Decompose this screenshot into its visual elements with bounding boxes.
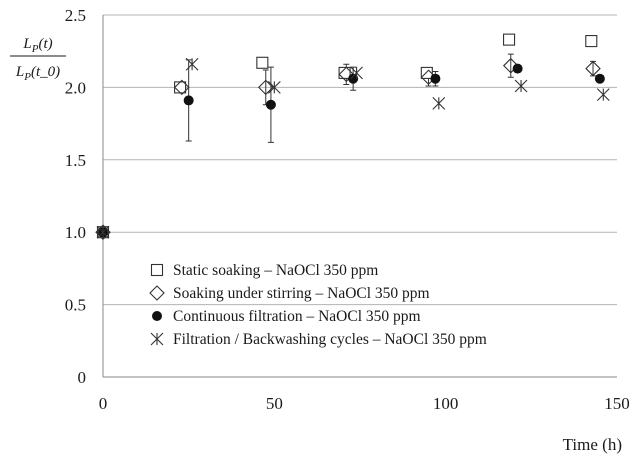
legend-marker xyxy=(152,265,163,276)
data-point xyxy=(175,82,186,93)
y-tick-label: 2.0 xyxy=(65,78,86,97)
data-point xyxy=(504,34,515,45)
data-point xyxy=(597,89,609,101)
series-open-diamond xyxy=(96,59,600,240)
data-point xyxy=(186,58,198,70)
data-point xyxy=(433,97,445,109)
x-tick-label: 0 xyxy=(99,394,108,413)
y-tick-label: 1.5 xyxy=(65,151,86,170)
legend-marker xyxy=(151,333,163,345)
legend-label: Soaking under stirring – NaOCl 350 ppm xyxy=(173,285,430,302)
data-point xyxy=(266,100,276,110)
legend-label: Filtration / Backwashing cycles – NaOCl … xyxy=(173,331,487,348)
data-point xyxy=(257,57,268,68)
legend-label: Continuous filtration – NaOCl 350 ppm xyxy=(173,308,421,325)
x-tick-label: 150 xyxy=(604,394,630,413)
series-filled-circle xyxy=(98,64,605,238)
legend-label: Static soaking – NaOCl 350 ppm xyxy=(173,262,378,279)
data-point xyxy=(184,95,194,105)
error-bars xyxy=(186,54,596,142)
y-tick-label: 0.5 xyxy=(65,296,86,315)
y-tick-label: 1.0 xyxy=(65,223,86,242)
x-axis-title: Time (h) xyxy=(563,435,622,454)
y-axis-title: LP(t) LP(t_0) xyxy=(10,36,66,83)
legend-marker xyxy=(152,311,162,321)
data-point xyxy=(515,80,527,92)
legend-marker xyxy=(150,286,164,300)
y-axis-title-denominator: LP(t_0) xyxy=(15,64,60,83)
y-tick-label: 0 xyxy=(78,368,87,387)
data-point xyxy=(430,74,440,84)
data-point xyxy=(586,36,597,47)
error-bar xyxy=(508,54,514,77)
data-point xyxy=(595,74,605,84)
data-points xyxy=(96,34,609,239)
x-tick-label: 50 xyxy=(266,394,283,413)
y-tick-label: 2.5 xyxy=(65,6,86,25)
data-point xyxy=(513,64,523,74)
y-axis-title-numerator: LP(t) xyxy=(22,36,52,55)
x-tick-label: 100 xyxy=(433,394,459,413)
